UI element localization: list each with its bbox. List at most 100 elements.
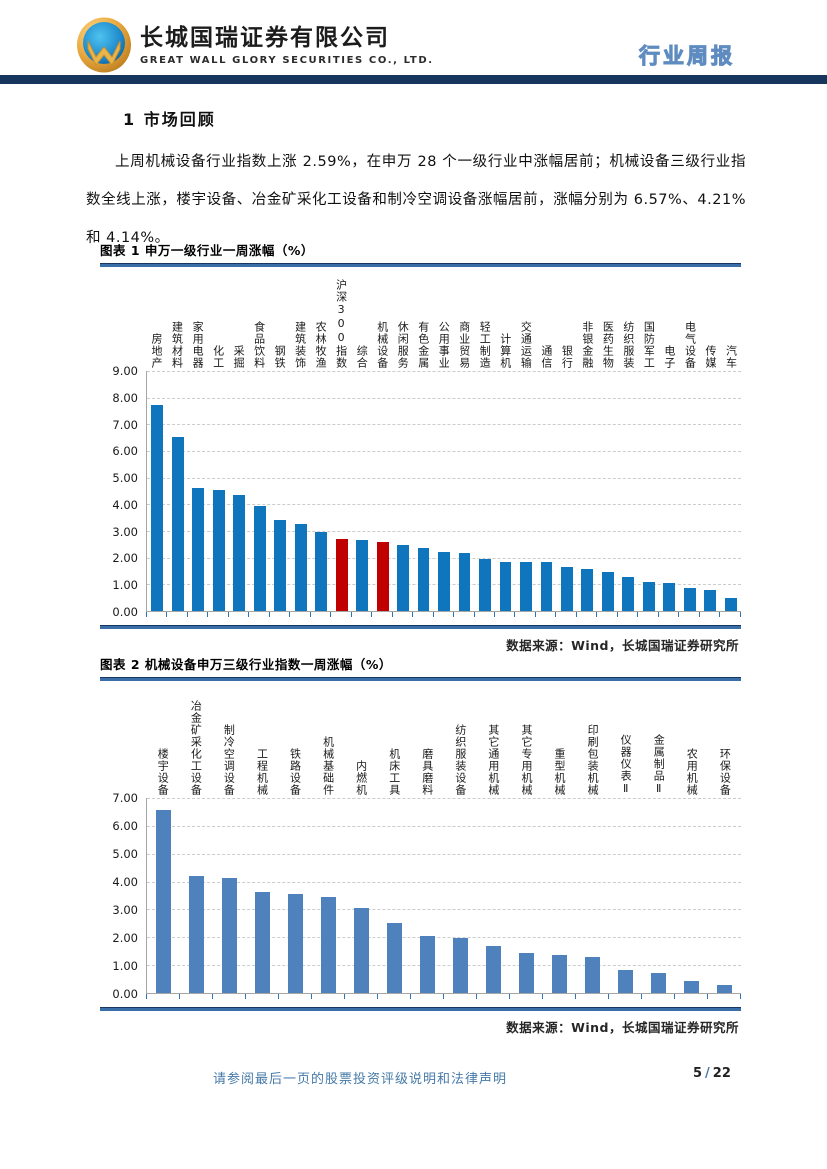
x-tick-mark: [309, 612, 311, 617]
bar: [212, 490, 225, 611]
bar-slot: [659, 371, 679, 611]
bar-slot: [516, 371, 536, 611]
x-tick-mark: [311, 994, 312, 999]
bar-slot: [598, 371, 618, 611]
bar: [274, 519, 287, 611]
category-label: 房地产: [150, 333, 164, 369]
category-label-slot: 机床工具: [377, 748, 410, 796]
bar-slot: [147, 798, 180, 993]
footer-disclaimer: 请参阅最后一页的股票投资评级说明和法律声明: [212, 1072, 507, 1087]
figure-divider: [100, 263, 741, 267]
x-tick-mark: [698, 612, 700, 617]
bar: [294, 524, 307, 611]
bar-slot: [639, 371, 659, 611]
x-tick-mark: [289, 612, 291, 617]
bar: [189, 875, 204, 993]
category-label-slot: 沪深300指数: [331, 279, 352, 369]
y-tick-label: 6.00: [112, 819, 138, 833]
y-tick-label: 0.00: [112, 605, 138, 619]
category-label-slot: 建筑材料: [167, 321, 188, 369]
category-label: 国防军工: [642, 321, 656, 369]
x-tick-mark: [391, 612, 393, 617]
bar-slot: [147, 371, 167, 611]
category-label: 医药生物: [601, 321, 615, 369]
category-label-slot: 汽车: [720, 345, 741, 369]
x-tick-mark: [674, 994, 675, 999]
y-tick-label: 5.00: [112, 471, 138, 486]
category-label-slot: 建筑装饰: [290, 321, 311, 369]
category-label-slot: 传媒: [700, 345, 721, 369]
bar: [552, 954, 567, 993]
category-label-slot: 重型机械: [543, 748, 576, 796]
bar-slot: [708, 798, 741, 993]
y-tick-label: 1.00: [112, 578, 138, 593]
bar: [519, 953, 534, 993]
category-label-slot: 冶金矿采化工设备: [179, 700, 212, 796]
category-label: 机械基础件: [321, 736, 335, 796]
category-label: 纺织服装设备: [453, 724, 467, 796]
bar: [453, 938, 468, 993]
y-tick-label: 5.00: [112, 847, 138, 861]
figure-1: 图表 1 申万一级行业一周涨幅（%） 房地产 建筑材料 家用电器 化工 采掘 食品饮料 钢铁…: [100, 240, 741, 654]
category-label-slot: 内燃机: [344, 760, 377, 796]
axis-gutter: [100, 612, 146, 617]
x-tick-mark: [412, 612, 414, 617]
bar: [376, 541, 389, 611]
y-tick-label: 6.00: [112, 444, 138, 459]
category-label: 综合: [355, 345, 369, 369]
category-label-slot: 计算机: [495, 333, 516, 369]
category-label: 计算机: [498, 333, 512, 369]
bar: [683, 587, 696, 611]
report-type-label: 行业周报: [639, 44, 735, 69]
category-label: 传媒: [703, 345, 717, 369]
category-label: 汽车: [724, 345, 738, 369]
bar-slot: [475, 371, 495, 611]
plot-area: [146, 371, 741, 612]
x-tick-mark: [377, 994, 378, 999]
category-label-slot: 环保设备: [708, 748, 741, 796]
category-label: 交通运输: [519, 321, 533, 369]
chart-bottom-gap: [100, 999, 741, 1007]
category-label: 环保设备: [718, 748, 732, 796]
category-label: 制冷空调设备: [222, 724, 236, 796]
bar: [486, 945, 501, 993]
bar: [438, 552, 450, 611]
category-label-slot: 医药生物: [597, 321, 618, 369]
y-tick-label: 1.00: [112, 959, 138, 973]
y-tick-label: 3.00: [112, 524, 138, 539]
x-tick-mark: [371, 612, 373, 617]
bar-slot: [642, 798, 675, 993]
category-label: 沪深300指数: [334, 279, 348, 369]
category-label: 银行: [560, 345, 574, 369]
bar-slot: [208, 371, 228, 611]
category-label: 通信: [539, 345, 553, 369]
chart-bottom-gap: [100, 617, 741, 625]
x-tick-mark: [534, 612, 536, 617]
figure-1-title: 图表 1 申万一级行业一周涨幅（%）: [100, 243, 314, 258]
category-label: 铁路设备: [288, 748, 302, 796]
x-tick-mark: [179, 994, 180, 999]
bar-slot: [721, 371, 741, 611]
bar: [171, 437, 184, 611]
category-label-slot: 机械基础件: [311, 736, 344, 796]
category-label: 重型机械: [553, 748, 567, 796]
gridline: [147, 881, 741, 883]
bar-slot: [413, 371, 433, 611]
category-label-slot: 国防军工: [638, 321, 659, 369]
category-label-slot: 楼宇设备: [146, 748, 179, 796]
category-label: 农用机械: [685, 748, 699, 796]
x-tick-mark: [575, 612, 577, 617]
bar-slot: [454, 371, 474, 611]
bar: [156, 809, 171, 993]
category-label: 楼宇设备: [156, 748, 170, 796]
category-label: 金属制品Ⅱ: [652, 734, 666, 796]
category-label: 磨具磨料: [420, 748, 434, 796]
category-label-slot: 家用电器: [187, 321, 208, 369]
category-label-slot: 纺织服装: [618, 321, 639, 369]
category-label-slot: 交通运输: [515, 321, 536, 369]
x-tick-mark: [616, 612, 618, 617]
category-label: 内燃机: [354, 760, 368, 796]
x-tick-mark: [344, 994, 345, 999]
x-tick-mark: [227, 612, 229, 617]
